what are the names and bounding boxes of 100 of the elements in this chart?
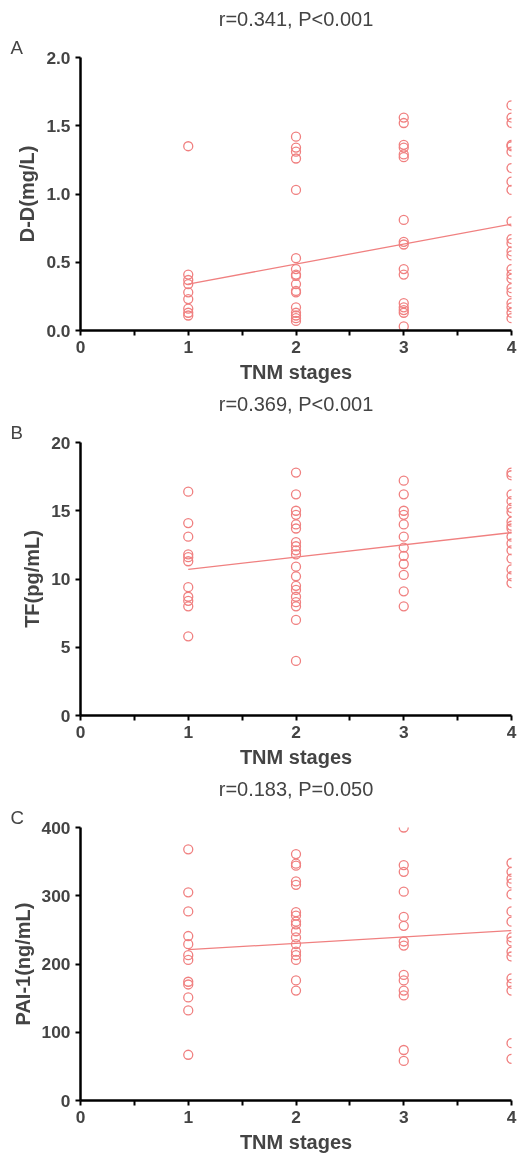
point — [290, 584, 302, 596]
point — [398, 990, 409, 1001]
x-tick-label: 0 — [75, 721, 86, 742]
y-tick-label: 0.0 — [46, 320, 71, 341]
point — [398, 975, 409, 986]
x-tick-label: 3 — [398, 721, 409, 742]
y-tick-label: 1.5 — [46, 115, 71, 136]
point — [398, 936, 409, 947]
y-tick-label: 0 — [60, 1090, 71, 1111]
y-tick-label: 300 — [41, 885, 71, 906]
y-tick-label: 100 — [41, 1022, 71, 1043]
point — [398, 542, 409, 553]
point — [290, 655, 302, 667]
point — [290, 601, 302, 612]
point — [183, 906, 194, 917]
point — [183, 591, 194, 602]
point — [290, 597, 302, 608]
x-tick-label: 2 — [291, 336, 301, 357]
point — [398, 920, 409, 931]
y-tick-label: 0.5 — [46, 252, 71, 273]
point — [398, 519, 409, 530]
point — [398, 866, 409, 877]
point — [290, 561, 302, 572]
point — [290, 906, 302, 918]
point — [398, 569, 409, 581]
point — [290, 614, 302, 626]
x-tick-label: 4 — [506, 1106, 517, 1127]
point — [290, 939, 302, 950]
x-axis-title: TNM stages — [239, 745, 353, 768]
x-tick-label: 3 — [398, 336, 409, 357]
point — [290, 946, 302, 957]
point — [183, 1049, 194, 1060]
point — [398, 586, 409, 597]
point — [290, 932, 302, 943]
point — [183, 517, 194, 529]
chart-title: r=0.369, P<0.001 — [218, 392, 374, 415]
y-tick-label: 15 — [51, 500, 71, 521]
point — [290, 954, 302, 966]
point — [398, 1044, 409, 1056]
point — [398, 859, 409, 871]
point — [290, 926, 302, 937]
point — [290, 949, 302, 961]
x-tick-label: 1 — [183, 721, 194, 742]
point — [398, 940, 409, 951]
x-axis-title: TNM stages — [239, 1130, 353, 1153]
y-tick-label: 5 — [60, 637, 71, 658]
point — [398, 886, 409, 897]
x-tick-label: 1 — [183, 336, 194, 357]
x-tick-label: 4 — [506, 721, 517, 742]
point — [398, 489, 409, 500]
point — [290, 549, 302, 560]
point — [290, 591, 302, 602]
point — [398, 531, 409, 542]
point — [183, 531, 194, 542]
point — [183, 992, 194, 1003]
point — [398, 475, 409, 486]
point — [290, 848, 302, 860]
y-tick-label: 1.0 — [46, 184, 71, 204]
point — [183, 556, 194, 567]
text: B — [10, 421, 23, 443]
chart-title: r=0.341, P<0.001 — [218, 7, 374, 30]
y-axis-title: TF(pg/mL) — [21, 530, 44, 628]
point — [183, 1005, 194, 1016]
point — [183, 887, 194, 898]
point — [398, 550, 409, 561]
point — [183, 595, 194, 606]
point — [398, 985, 409, 996]
point — [290, 541, 302, 552]
point — [290, 910, 302, 921]
point — [398, 601, 409, 612]
point — [398, 558, 409, 570]
text: A — [10, 36, 24, 58]
point — [183, 954, 194, 966]
point — [290, 537, 302, 548]
x-axis-title: TNM stages — [239, 360, 353, 383]
point — [183, 631, 194, 642]
x-tick-label: 3 — [398, 1106, 409, 1127]
point — [290, 580, 302, 591]
point — [183, 486, 194, 497]
point — [183, 601, 194, 612]
point — [398, 505, 409, 516]
point — [183, 939, 194, 950]
point — [290, 523, 302, 534]
point — [398, 1055, 409, 1067]
point — [183, 949, 194, 961]
y-tick-label: 200 — [41, 954, 71, 974]
point — [398, 509, 409, 520]
chart-title: r=0.183, P=0.050 — [218, 777, 374, 800]
point — [183, 582, 194, 593]
point — [290, 975, 302, 986]
point — [290, 467, 302, 478]
y-axis-title: D-D(mg/L) — [16, 145, 39, 243]
y-axis-title: PAI-1(ng/mL) — [11, 902, 34, 1026]
y-tick-label: 2.0 — [46, 47, 71, 68]
point — [290, 505, 302, 516]
point — [398, 911, 409, 923]
point — [290, 545, 302, 556]
point — [183, 930, 194, 942]
point — [183, 844, 194, 855]
y-tick-label: 0 — [60, 705, 71, 726]
